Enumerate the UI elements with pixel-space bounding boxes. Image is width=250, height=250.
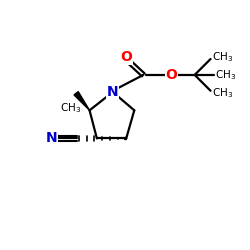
Text: O: O <box>120 50 132 64</box>
Text: N: N <box>46 132 58 145</box>
Text: N: N <box>107 84 118 98</box>
Text: CH$_3$: CH$_3$ <box>216 68 237 82</box>
Text: CH$_3$: CH$_3$ <box>60 101 81 115</box>
Text: CH$_3$: CH$_3$ <box>212 50 233 64</box>
Text: O: O <box>166 68 177 82</box>
Polygon shape <box>74 92 90 110</box>
Text: CH$_3$: CH$_3$ <box>212 86 233 100</box>
